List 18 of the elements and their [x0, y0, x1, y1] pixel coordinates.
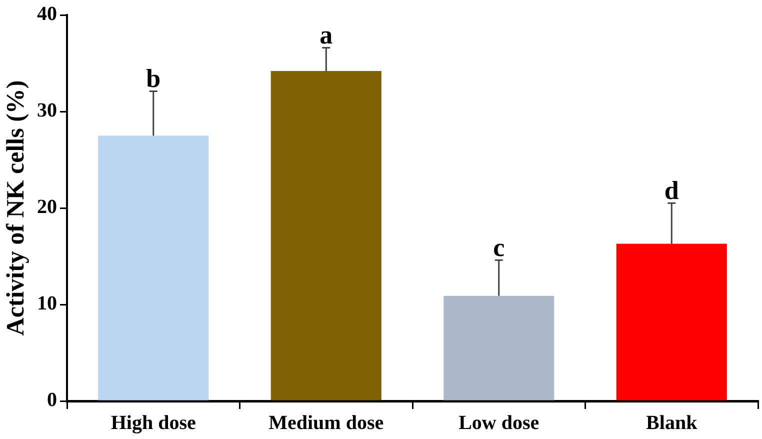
y-tick-label: 0	[47, 389, 57, 412]
x-tick-label: Blank	[646, 412, 698, 434]
x-tick-label: Medium dose	[268, 412, 384, 434]
bar	[270, 70, 382, 400]
bar	[616, 244, 727, 400]
x-tick-label: Low dose	[458, 412, 540, 434]
y-tick-label: 40	[37, 3, 57, 26]
annotation: b	[146, 64, 161, 93]
annotation: c	[493, 232, 505, 262]
bar	[98, 136, 209, 400]
x-tick-label: High dose	[110, 412, 196, 434]
annotation: a	[320, 20, 333, 50]
bar	[444, 296, 554, 400]
y-tick-label: 30	[37, 100, 57, 122]
y-tick-label: 20	[37, 196, 57, 218]
annotation: d	[664, 176, 680, 205]
y-tick-label: 10	[37, 292, 57, 315]
y-axis-title: Activity of NK cells (%)	[2, 80, 30, 336]
